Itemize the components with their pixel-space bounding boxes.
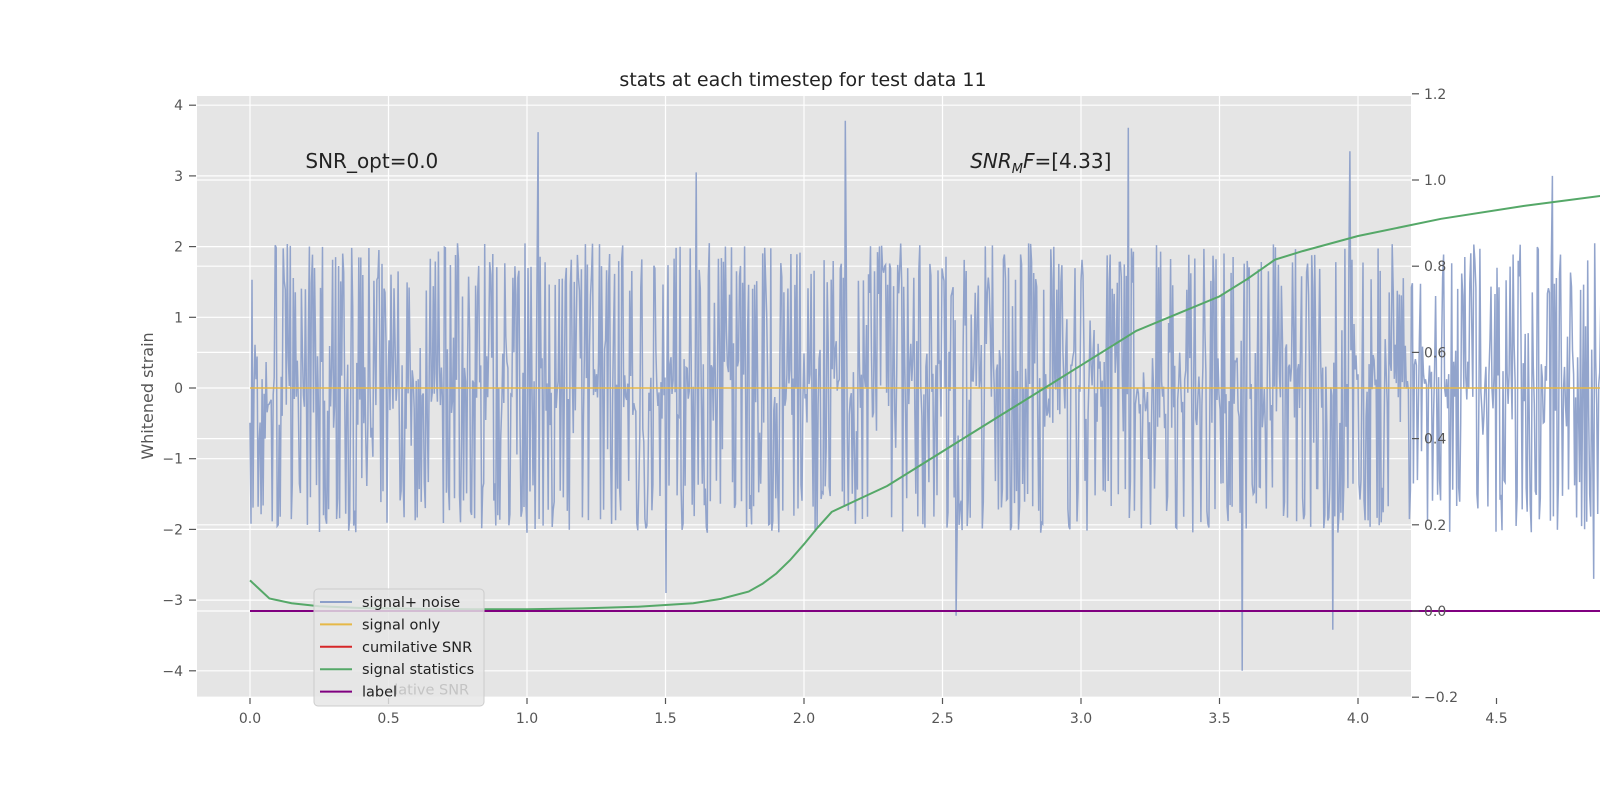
y2-tick-label: 1.0	[1424, 173, 1446, 189]
x-tick-label: 1.0	[516, 711, 538, 727]
x-tick-label: 1.5	[654, 711, 676, 727]
y2-tick-label: 0.6	[1424, 345, 1446, 361]
y-tick-label: −1	[162, 452, 183, 468]
annotation: SNR_opt=0.0	[305, 149, 438, 173]
x-tick-label: 3.5	[1208, 711, 1230, 727]
x-tick-label: 4.5	[1485, 711, 1507, 727]
x-tick-label: 2.0	[793, 711, 815, 727]
legend: lative SNR signal+ noise signal only cumila…	[313, 588, 485, 707]
y-axis-label: Whitened strain	[138, 332, 157, 459]
x-tick-label: 4.0	[1347, 711, 1369, 727]
legend-label: signal only	[362, 617, 441, 633]
legend-box	[313, 588, 485, 707]
y-tick-label: 1	[174, 310, 183, 326]
x-tick-label: 2.5	[931, 711, 953, 727]
y2-tick-label: 1.2	[1424, 87, 1446, 103]
legend-label: cumilative SNR	[362, 640, 472, 656]
grid	[197, 93, 1498, 698]
legend-overlap-text: lative SNR	[362, 683, 469, 699]
series-lines	[249, 195, 1600, 612]
y-tick-label: −3	[162, 593, 183, 609]
x-axis: 0.00.51.01.52.02.53.03.54.04.55.05.56.06…	[239, 698, 1508, 727]
x-tick-label: 0.5	[377, 711, 399, 727]
y-tick-label: 4	[174, 98, 183, 114]
x-tick-label: 0.0	[239, 711, 261, 727]
legend-label: signal+ noise	[362, 595, 460, 611]
y2-tick-label: 0.2	[1424, 518, 1446, 534]
y-tick-label: 3	[174, 169, 183, 185]
signal-noise-line	[249, 120, 1600, 671]
annotation: SNRMF=[4.33]	[970, 149, 1111, 177]
series-signal-noise	[249, 120, 1600, 671]
y2-tick-label: 0.0	[1424, 604, 1446, 620]
x-tick-label: 3.0	[1070, 711, 1092, 727]
y2-tick-label: −0.2	[1424, 690, 1458, 706]
y-axis-left: −4 −3 −2 −1 0 1 2 3 4	[162, 98, 196, 680]
y2-tick-label: 0.8	[1424, 259, 1446, 275]
legend-label: signal statistics	[362, 662, 474, 678]
y-tick-label: −4	[162, 664, 183, 680]
series-signal-statistics	[249, 195, 1600, 611]
chart-title: stats at each timestep for test data 11	[619, 69, 986, 91]
y-tick-label: −2	[162, 522, 183, 538]
y-axis-right: −0.2 0.0 0.2 0.4 0.6 0.8 1.0 1.2	[1412, 87, 1458, 706]
y2-tick-label: 0.4	[1424, 432, 1446, 448]
legend-label: label	[362, 685, 397, 701]
y-tick-label: 0	[174, 381, 183, 397]
y-tick-label: 2	[174, 240, 183, 256]
